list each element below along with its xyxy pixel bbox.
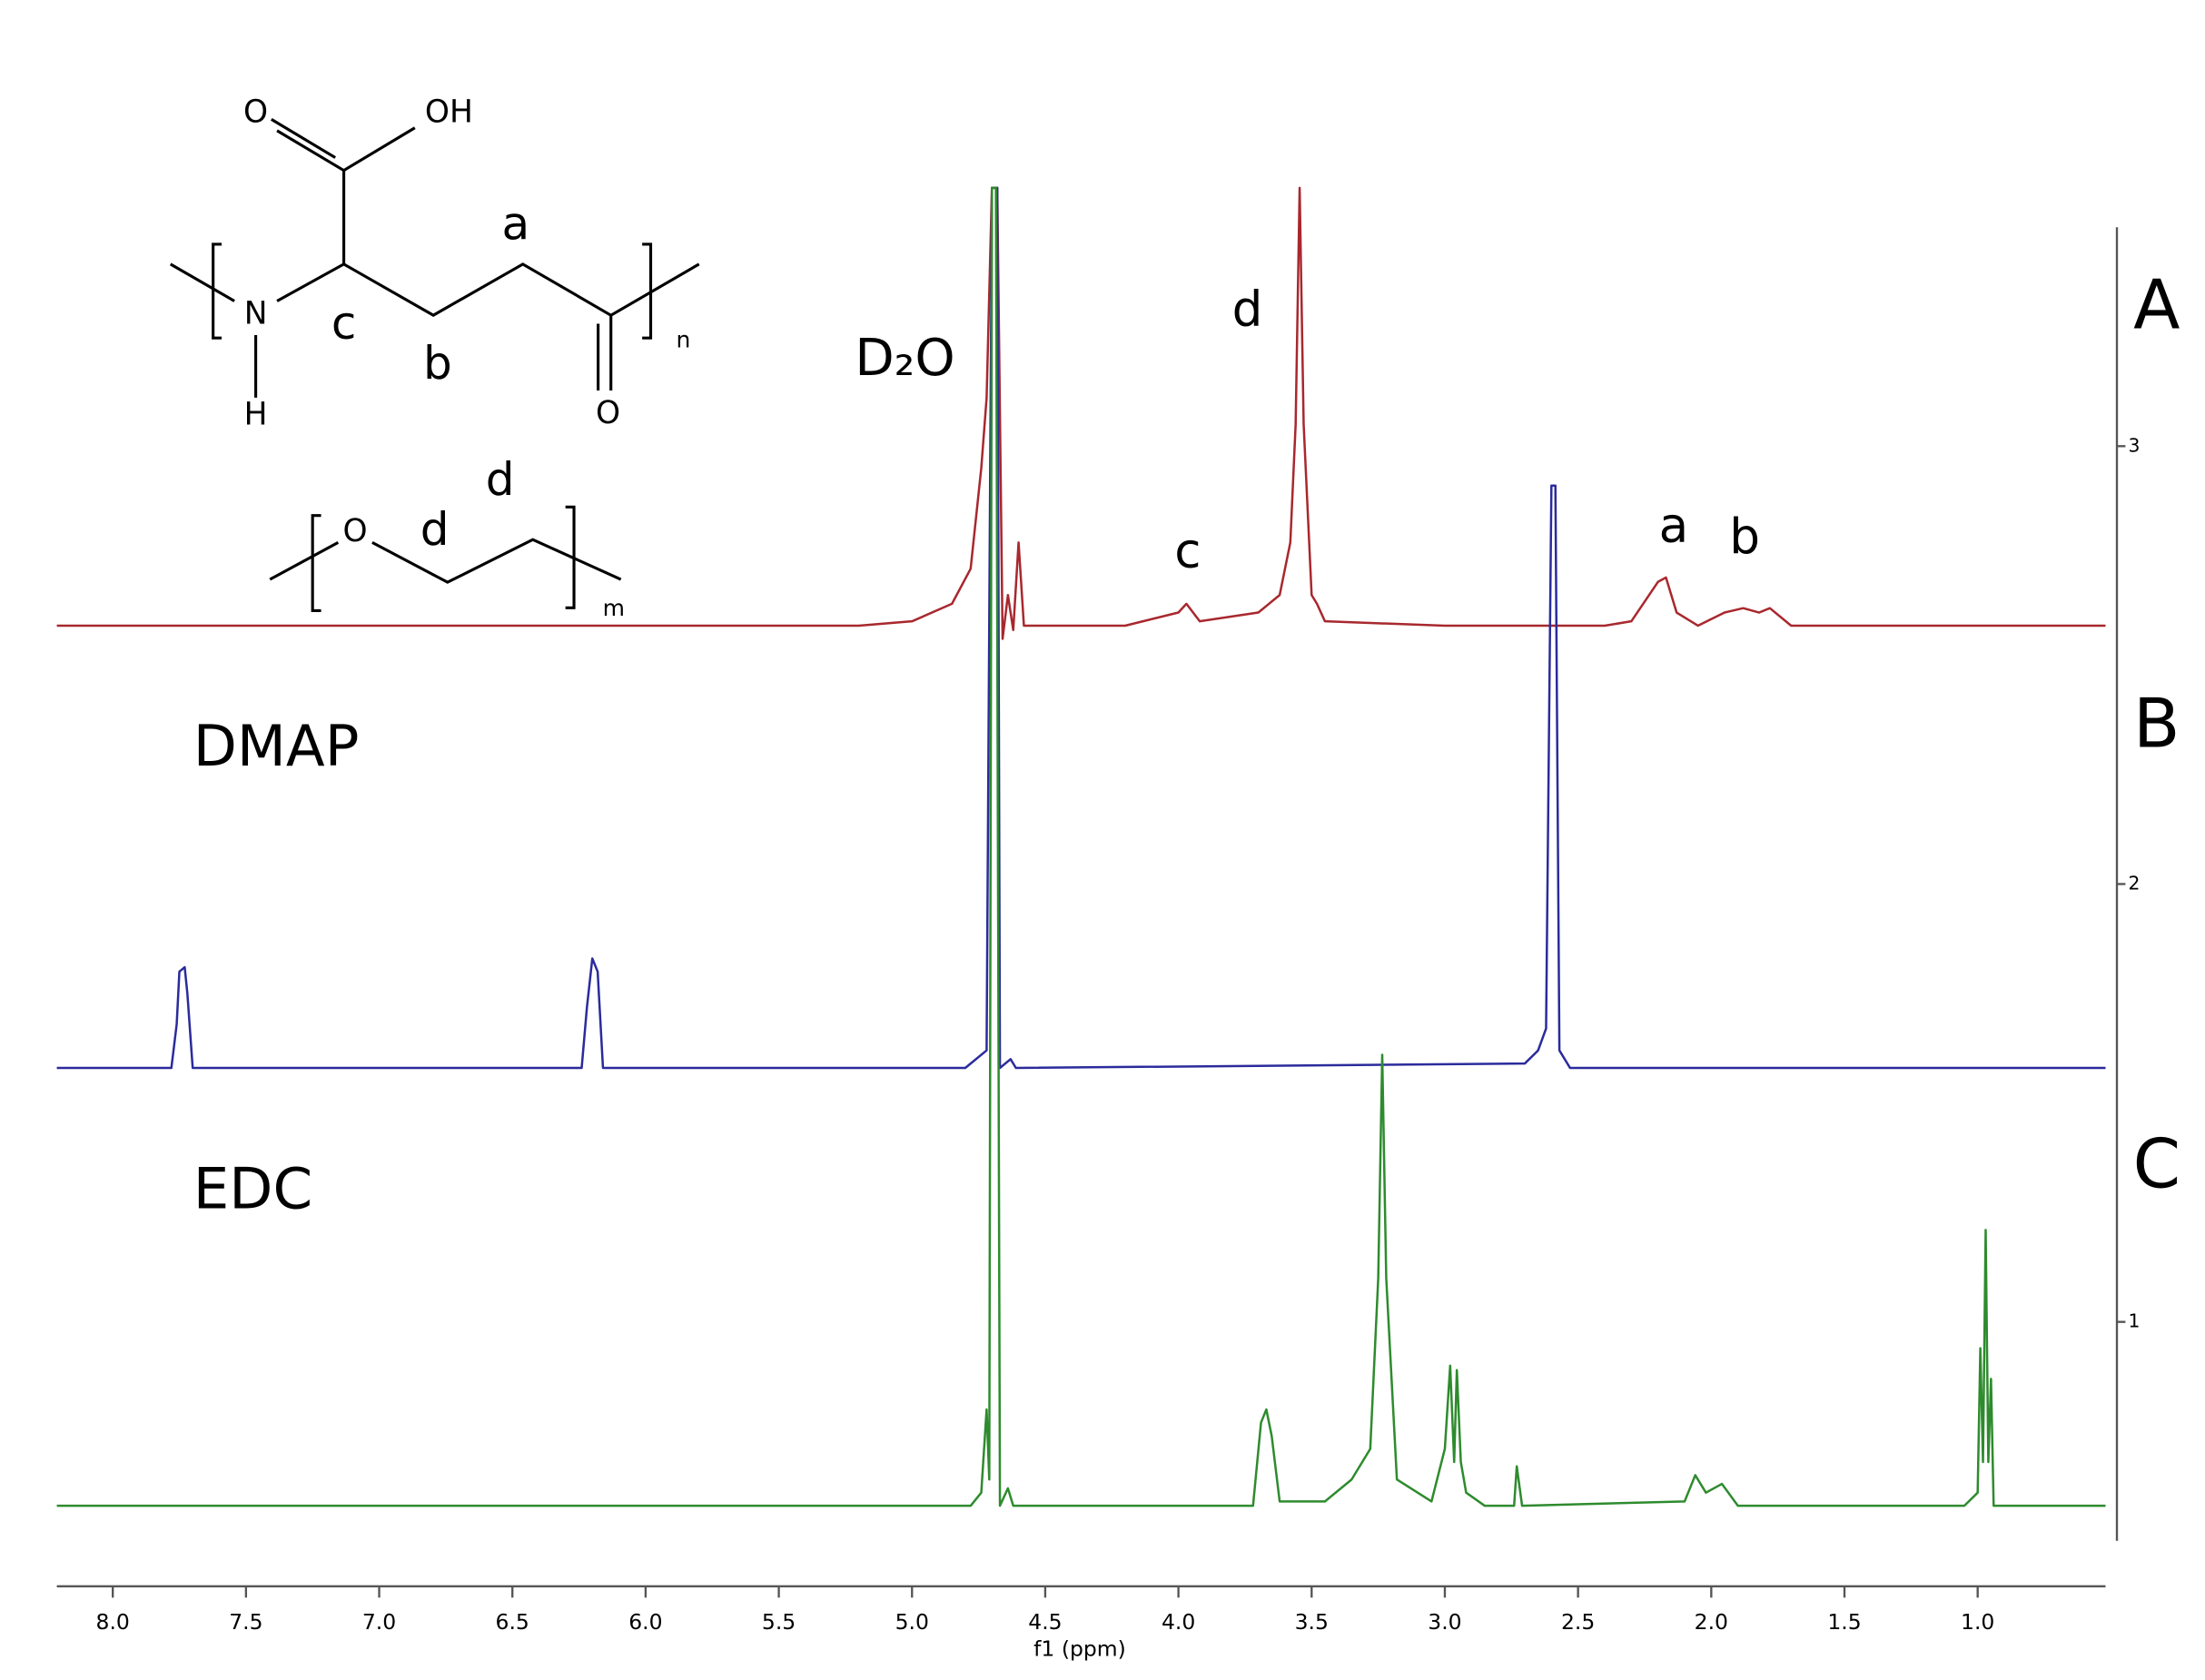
x-tick-label: 8.0 [96,1609,130,1635]
bonds [269,538,622,584]
peak-label: D₂O [855,329,954,388]
x-tick-label: 7.5 [229,1609,262,1635]
x-tick-label: 6.5 [496,1609,529,1635]
series-label: B [2133,684,2180,764]
subscript: n [677,326,691,352]
x-axis-label: f1 (ppm) [1033,1636,1126,1662]
x-tick-label: 3.0 [1428,1609,1461,1635]
spectrum-line [56,186,2106,640]
x-tick-label: 5.5 [762,1609,796,1635]
series-label: A [2133,264,2180,344]
atom-label: N [244,296,268,332]
compound-label: DMAP [193,713,360,779]
bonds [169,118,700,398]
x-tick-label: 2.0 [1695,1609,1728,1635]
compound-label: EDC [193,1156,312,1222]
peak-label: d [1232,282,1263,338]
subscript: m [603,595,625,621]
x-tick-label: 4.0 [1162,1609,1195,1635]
x-tick-label: 1.5 [1827,1609,1861,1635]
y-tick-label: 2 [2129,872,2141,894]
series-label: C [2133,1124,2180,1204]
y-tick-label: 1 [2129,1310,2141,1332]
position-label: a [502,198,530,251]
x-tick-label: 5.0 [895,1609,929,1635]
x-tick-label: 6.0 [628,1609,662,1635]
structure: O OH N H c b a O n O d d m [169,94,700,621]
position-label: b [423,337,452,390]
x-tick-label: 7.0 [362,1609,396,1635]
position-label: d [486,453,515,506]
x-tick-label: 3.5 [1295,1609,1329,1635]
position-label: d [420,503,450,556]
peak-label: a [1659,497,1689,553]
x-tick-label: 2.5 [1561,1609,1595,1635]
x-tick-label: 1.0 [1961,1609,1994,1635]
atom-label: O [343,513,368,549]
position-label: c [331,297,357,350]
atom-label: O [243,94,268,131]
brackets [212,242,653,340]
peak-label: c [1174,523,1201,579]
x-tick-label: 4.5 [1028,1609,1062,1635]
brackets [311,505,576,613]
atom-label: H [244,397,268,433]
spectrum-line [56,186,2106,1070]
y-tick-label: 3 [2129,434,2141,456]
peak-label: b [1729,509,1760,565]
atom-label: O [596,395,620,431]
spectrum-line [56,186,2106,1507]
atom-label: OH [425,94,473,131]
